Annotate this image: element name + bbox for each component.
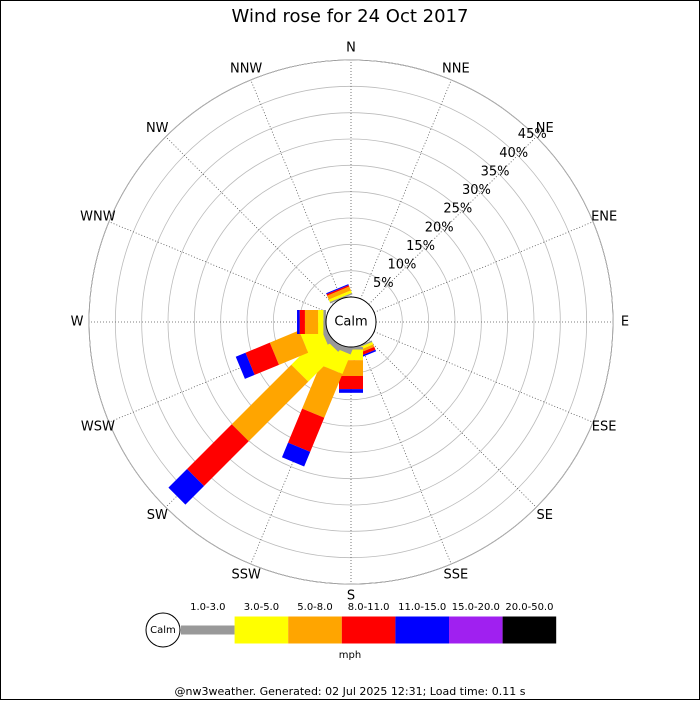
direction-label: SE bbox=[537, 508, 553, 523]
direction-bar bbox=[326, 284, 353, 304]
grid-ring bbox=[141, 112, 561, 532]
legend-swatch bbox=[341, 616, 396, 644]
r-tick-label: 35% bbox=[481, 164, 510, 179]
direction-label: NW bbox=[146, 121, 169, 136]
bar-segment bbox=[329, 292, 353, 304]
bar-segment bbox=[168, 468, 205, 505]
bar-segment bbox=[339, 389, 363, 393]
spoke bbox=[373, 221, 594, 313]
r-tick-label: 15% bbox=[406, 239, 435, 254]
direction-label: ENE bbox=[591, 210, 617, 225]
bar-segment bbox=[339, 375, 363, 390]
r-tick-label: 5% bbox=[373, 276, 394, 291]
bar-segment bbox=[326, 285, 350, 296]
spoke bbox=[360, 79, 452, 300]
legend-swatch bbox=[234, 616, 289, 644]
bar-segment bbox=[302, 364, 343, 418]
direction-label: S bbox=[347, 589, 355, 604]
bar-segment bbox=[288, 408, 325, 452]
bar-segment bbox=[323, 310, 326, 334]
grid-ring bbox=[272, 243, 430, 401]
legend-calm-label: Calm bbox=[150, 625, 176, 636]
bar-segment bbox=[339, 347, 363, 350]
r-tick-label: 25% bbox=[443, 202, 472, 217]
direction-label: WSW bbox=[81, 419, 115, 434]
r-tick-label: 45% bbox=[518, 127, 547, 142]
bar-segment bbox=[318, 310, 324, 334]
spoke bbox=[360, 344, 452, 565]
bar-segment bbox=[269, 330, 309, 365]
direction-label: WNW bbox=[80, 210, 116, 225]
legend-swatch bbox=[395, 616, 449, 644]
spoke bbox=[373, 331, 594, 423]
spoke bbox=[108, 221, 329, 313]
bar-segment bbox=[327, 286, 351, 300]
direction-bar bbox=[339, 347, 363, 393]
legend-calm-circle bbox=[145, 612, 181, 648]
bar-segment bbox=[326, 284, 349, 295]
grid-ring bbox=[88, 59, 614, 585]
legend-label: 3.0-5.0 bbox=[244, 602, 279, 613]
direction-label: SSE bbox=[443, 568, 468, 583]
spoke bbox=[368, 339, 537, 508]
direction-label: ESE bbox=[592, 419, 617, 434]
direction-label: SW bbox=[147, 508, 168, 523]
legend-swatch bbox=[181, 625, 235, 635]
bar-segment bbox=[235, 352, 255, 379]
legend-label: 1.0-3.0 bbox=[190, 602, 225, 613]
legend-label: 8.0-11.0 bbox=[348, 602, 390, 613]
r-tick-label: 20% bbox=[425, 220, 454, 235]
legend-unit: mph bbox=[339, 650, 361, 661]
chart-title: Wind rose for 24 Oct 2017 bbox=[232, 6, 469, 27]
direction-label: NNE bbox=[442, 61, 470, 76]
legend-swatch bbox=[502, 616, 557, 644]
bar-segment bbox=[297, 310, 300, 334]
r-tick-label: 10% bbox=[387, 258, 416, 273]
footer: @nw3weather. Generated: 02 Jul 2025 12:3… bbox=[175, 685, 526, 698]
bar-segment bbox=[291, 334, 339, 382]
grid-ring bbox=[193, 164, 509, 480]
bar-segment bbox=[245, 342, 279, 375]
bar-segment bbox=[187, 424, 249, 486]
bar-segment bbox=[328, 290, 352, 303]
calm-label: Calm bbox=[334, 315, 367, 330]
direction-label: E bbox=[621, 315, 629, 330]
spoke bbox=[250, 79, 342, 300]
legend-label: 11.0-15.0 bbox=[398, 602, 446, 613]
spoke bbox=[368, 136, 537, 305]
legend-label: 15.0-20.0 bbox=[452, 602, 500, 613]
bar-segment bbox=[304, 310, 319, 334]
direction-bar bbox=[281, 340, 353, 467]
direction-bar bbox=[168, 331, 342, 505]
direction-label: N bbox=[346, 41, 356, 56]
bar-segment bbox=[339, 349, 363, 361]
legend-label: 5.0-8.0 bbox=[297, 602, 332, 613]
bar-segment bbox=[299, 310, 305, 334]
legend-swatch bbox=[288, 616, 342, 644]
direction-label: SSW bbox=[231, 568, 261, 583]
r-tick-label: 40% bbox=[499, 146, 528, 161]
direction-label: NNW bbox=[230, 61, 262, 76]
bar-segment bbox=[281, 442, 311, 467]
direction-label: W bbox=[71, 315, 84, 330]
grid-ring bbox=[167, 138, 535, 506]
direction-label: NE bbox=[536, 121, 554, 136]
direction-bar bbox=[297, 310, 326, 334]
legend-label: 20.0-50.0 bbox=[505, 602, 553, 613]
calm-circle bbox=[325, 296, 377, 348]
spoke bbox=[165, 136, 334, 305]
r-tick-label: 30% bbox=[462, 183, 491, 198]
legend-swatch bbox=[449, 616, 503, 644]
bar-segment bbox=[231, 364, 309, 442]
